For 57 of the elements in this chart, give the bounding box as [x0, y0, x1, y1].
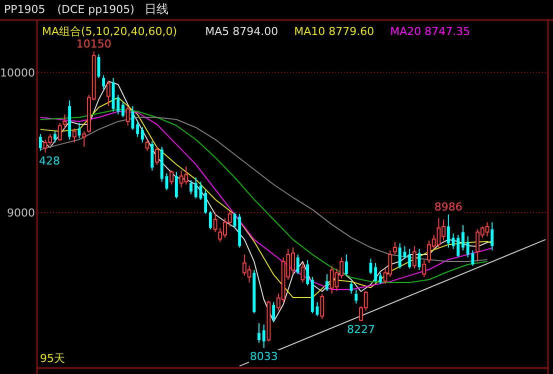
candlestick: [462, 224, 464, 251]
candlestick: [272, 302, 276, 322]
candlestick: [296, 254, 300, 275]
candlestick: [326, 274, 328, 292]
candlestick: [466, 236, 470, 258]
annotation: 8227: [347, 322, 375, 336]
candlestick: [54, 130, 56, 143]
candlestick: [258, 322, 260, 344]
candlestick: [408, 248, 412, 270]
candlestick: [160, 146, 164, 182]
text: MA20 8747.35: [390, 25, 470, 38]
candlestick: [116, 94, 120, 115]
candlestick: [190, 180, 192, 195]
annotation: 95天: [40, 352, 65, 365]
legend-title: MA组合(5,10,20,40,60,0): [42, 25, 178, 38]
text: MA5 8794.00: [205, 25, 278, 38]
candlestick: [145, 139, 150, 152]
candlestick: [490, 222, 494, 251]
candlestick: [155, 146, 159, 166]
chart-title: PP1905: [4, 3, 46, 16]
candlestick: [422, 260, 426, 278]
candlestick: [72, 128, 76, 143]
candlestick: [456, 234, 460, 258]
text: MA10 8779.60: [294, 25, 374, 38]
y-tick-label: 9000: [7, 206, 35, 220]
y-tick-label: 10000: [0, 66, 35, 80]
text: 日线: [144, 2, 168, 16]
annotation: 8033: [250, 350, 278, 363]
candlestick: [412, 246, 416, 270]
candlestick: [446, 214, 450, 248]
candlestick: [310, 276, 314, 314]
candlestick: [38, 134, 42, 152]
candlestick: [374, 262, 378, 284]
annotation: 10150: [76, 37, 112, 50]
candlestick: [393, 241, 397, 256]
candlestick: [204, 190, 208, 214]
candlestick: [102, 74, 106, 90]
annotation: 8986: [434, 200, 462, 214]
candlestick: [378, 272, 382, 284]
candlestick: [262, 324, 266, 348]
line-series: [40, 80, 493, 322]
candlestick: [122, 101, 124, 118]
candlestick: [150, 140, 154, 171]
candlestick: [238, 213, 242, 248]
candlestick: [208, 210, 212, 230]
candlestick: [194, 176, 198, 199]
candlestick: [354, 289, 358, 304]
candlestick: [140, 126, 144, 143]
candlestick: [252, 269, 256, 314]
candlestick: [344, 254, 348, 276]
candlestick: [136, 120, 140, 138]
candlestick: [174, 171, 178, 199]
annotation: 428: [39, 154, 60, 168]
chart-subtitle: (DCE pp1905): [57, 3, 134, 16]
candlestick: [306, 260, 310, 286]
candlestick: [398, 242, 402, 270]
candlestick: [68, 100, 72, 140]
